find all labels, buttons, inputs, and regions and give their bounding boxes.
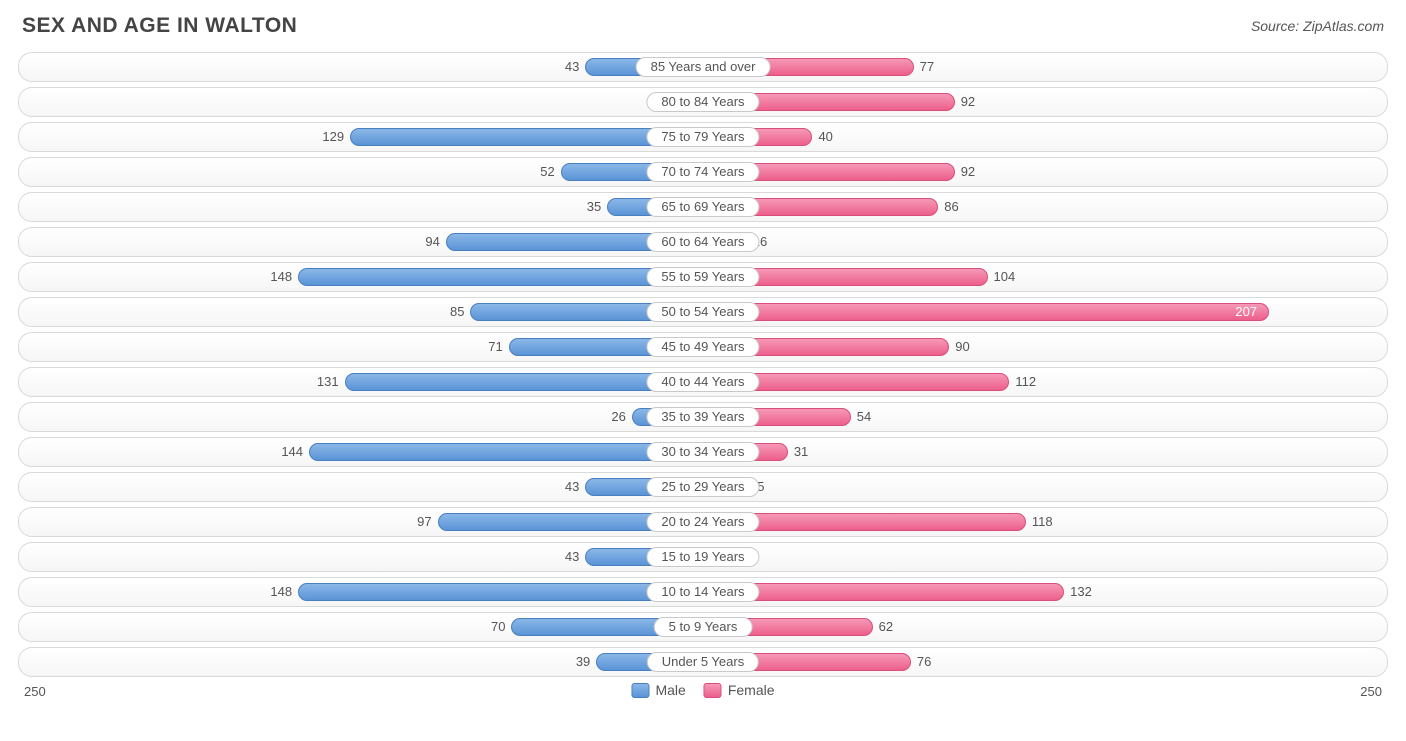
- chart-row: 70 62 5 to 9 Years: [18, 612, 1388, 642]
- female-value: 31: [794, 443, 808, 461]
- female-value: 40: [818, 128, 832, 146]
- male-bar: [298, 583, 703, 601]
- male-value: 43: [565, 478, 579, 496]
- axis-max-right: 250: [1360, 684, 1382, 699]
- male-value: 129: [322, 128, 344, 146]
- male-value: 26: [611, 408, 625, 426]
- chart-footer: 250 Male Female 250: [0, 682, 1406, 712]
- category-pill: 50 to 54 Years: [646, 302, 759, 322]
- chart-row: 39 76 Under 5 Years: [18, 647, 1388, 677]
- female-value: 132: [1070, 583, 1092, 601]
- category-pill: 75 to 79 Years: [646, 127, 759, 147]
- male-value: 148: [270, 583, 292, 601]
- chart-row: 131 112 40 to 44 Years: [18, 367, 1388, 397]
- female-value: 54: [857, 408, 871, 426]
- female-bar: [703, 303, 1269, 321]
- chart-row: 941660 to 64 Years: [18, 227, 1388, 257]
- chart-body: 437785 Years and over09280 to 84 Years12…: [0, 48, 1406, 677]
- male-value: 71: [488, 338, 502, 356]
- male-bar: [309, 443, 703, 461]
- category-pill: 20 to 24 Years: [646, 512, 759, 532]
- chart-row: 35 86 65 to 69 Years: [18, 192, 1388, 222]
- category-pill: 35 to 39 Years: [646, 407, 759, 427]
- chart-source: Source: ZipAtlas.com: [1251, 18, 1384, 34]
- male-value: 39: [576, 653, 590, 671]
- female-value: 76: [917, 653, 931, 671]
- category-pill: 10 to 14 Years: [646, 582, 759, 602]
- chart-row: 09280 to 84 Years: [18, 87, 1388, 117]
- axis-max-left: 250: [24, 684, 46, 699]
- category-pill: Under 5 Years: [647, 652, 759, 672]
- male-value: 148: [270, 268, 292, 286]
- category-pill: 85 Years and over: [636, 57, 771, 77]
- female-value: 118: [1032, 513, 1053, 531]
- male-swatch-icon: [631, 683, 649, 698]
- female-value: 62: [879, 618, 893, 636]
- chart-row: 43915 to 19 Years: [18, 542, 1388, 572]
- category-pill: 55 to 59 Years: [646, 267, 759, 287]
- category-pill: 45 to 49 Years: [646, 337, 759, 357]
- chart-row: 97 118 20 to 24 Years: [18, 507, 1388, 537]
- chart-row: 43 77 85 Years and over: [18, 52, 1388, 82]
- female-value: 90: [955, 338, 969, 356]
- male-value: 52: [540, 163, 554, 181]
- male-value: 131: [317, 373, 339, 391]
- legend-female: Female: [704, 682, 775, 698]
- category-pill: 60 to 64 Years: [646, 232, 759, 252]
- male-value: 43: [565, 548, 579, 566]
- male-value: 35: [587, 198, 601, 216]
- male-value: 97: [417, 513, 431, 531]
- chart-row: 52 92 70 to 74 Years: [18, 157, 1388, 187]
- legend-female-label: Female: [728, 682, 775, 698]
- legend-male-label: Male: [655, 682, 685, 698]
- chart-title: SEX AND AGE IN WALTON: [22, 14, 297, 38]
- category-pill: 70 to 74 Years: [646, 162, 759, 182]
- legend-male: Male: [631, 682, 685, 698]
- male-value: 43: [565, 58, 579, 76]
- chart-row: 148 104 55 to 59 Years: [18, 262, 1388, 292]
- female-value: 104: [994, 268, 1016, 286]
- female-value: 92: [961, 93, 975, 111]
- male-value: 144: [281, 443, 303, 461]
- chart-row: 148 132 10 to 14 Years: [18, 577, 1388, 607]
- category-pill: 40 to 44 Years: [646, 372, 759, 392]
- category-pill: 15 to 19 Years: [646, 547, 759, 567]
- legend: Male Female: [631, 682, 774, 698]
- chart-row: 71 90 45 to 49 Years: [18, 332, 1388, 362]
- female-value: 92: [961, 163, 975, 181]
- male-bar: [298, 268, 703, 286]
- chart-row: 431525 to 29 Years: [18, 472, 1388, 502]
- chart-row: 26 54 35 to 39 Years: [18, 402, 1388, 432]
- category-pill: 5 to 9 Years: [654, 617, 753, 637]
- category-pill: 25 to 29 Years: [646, 477, 759, 497]
- chart-row: 129 40 75 to 79 Years: [18, 122, 1388, 152]
- female-value: 112: [1015, 373, 1036, 391]
- chart-header: SEX AND AGE IN WALTON Source: ZipAtlas.c…: [0, 0, 1406, 48]
- male-value: 70: [491, 618, 505, 636]
- female-value: 77: [920, 58, 934, 76]
- category-pill: 30 to 34 Years: [646, 442, 759, 462]
- male-value: 94: [425, 233, 439, 251]
- male-value: 85: [450, 303, 464, 321]
- female-swatch-icon: [704, 683, 722, 698]
- category-pill: 80 to 84 Years: [646, 92, 759, 112]
- chart-row: 85 207 50 to 54 Years: [18, 297, 1388, 327]
- chart-row: 144 31 30 to 34 Years: [18, 437, 1388, 467]
- female-value: 86: [944, 198, 958, 216]
- female-value: 207: [1235, 303, 1257, 321]
- category-pill: 65 to 69 Years: [646, 197, 759, 217]
